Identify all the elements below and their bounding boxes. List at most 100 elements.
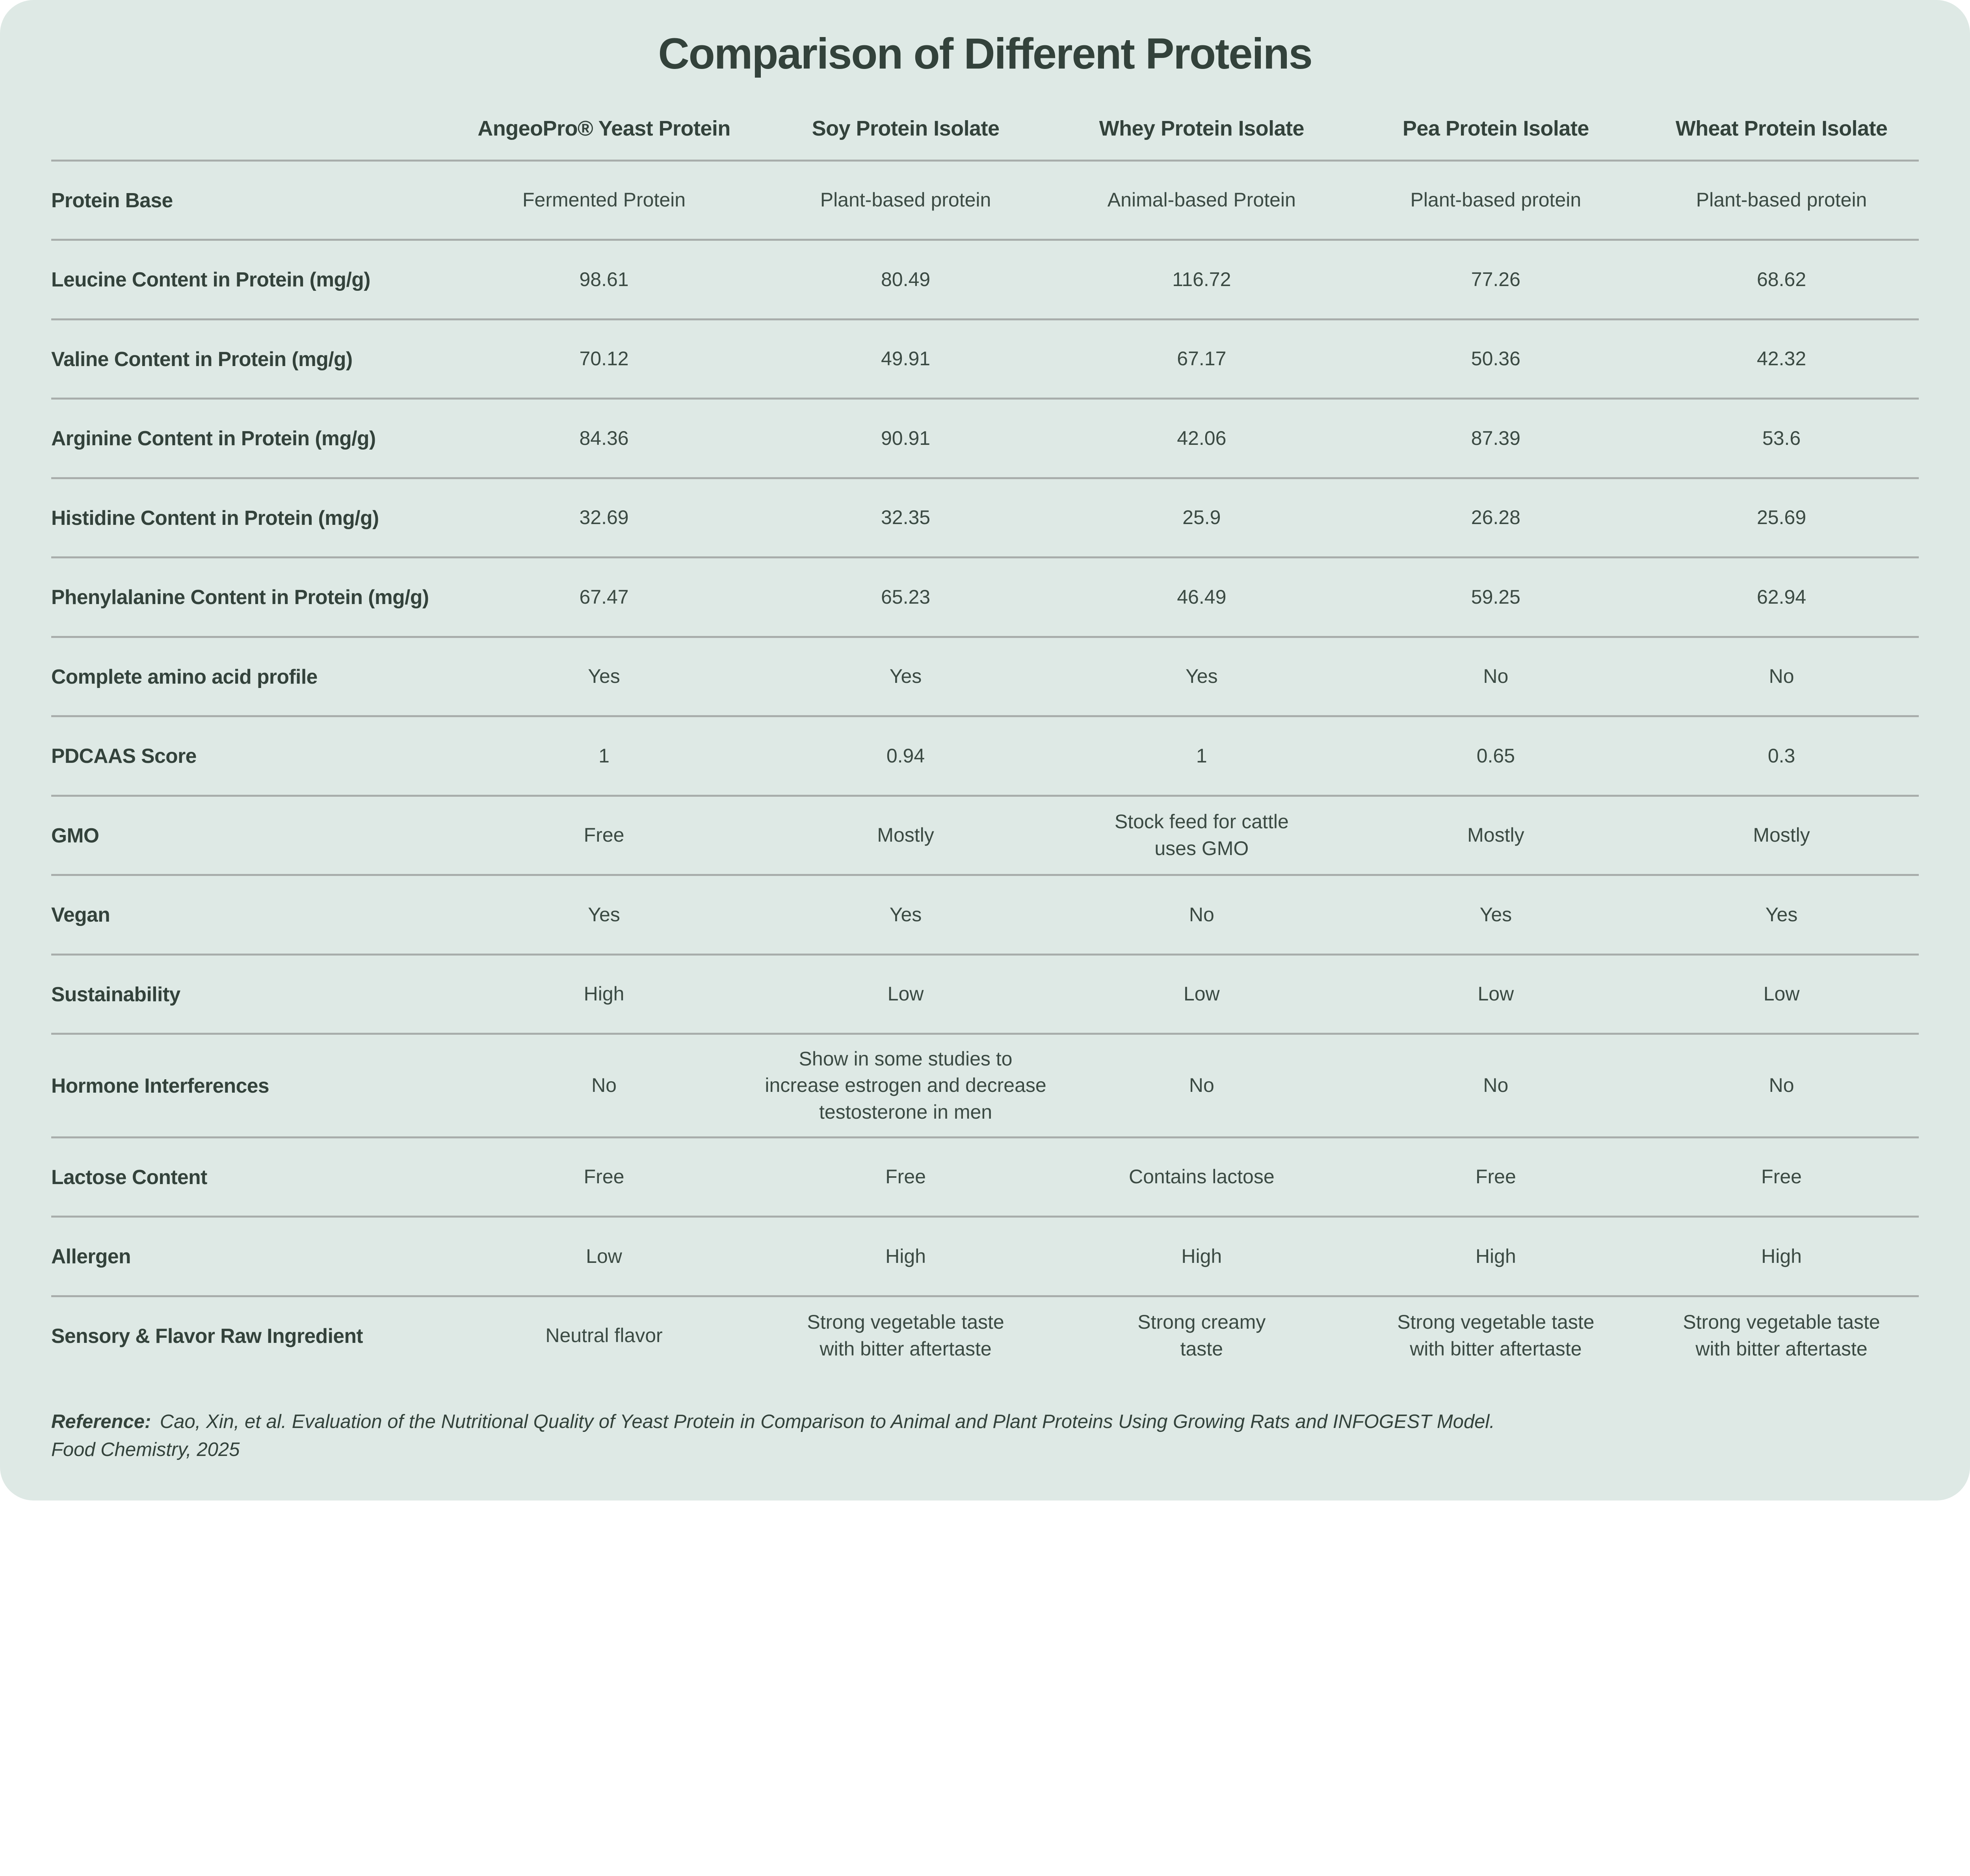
cell: Low (1763, 983, 1800, 1005)
cell: 1 (1196, 744, 1207, 767)
cell: 46.49 (1177, 586, 1227, 608)
cell: High (1475, 1245, 1516, 1267)
cell: Show in some studies to increase estroge… (765, 1047, 1046, 1123)
cell: 62.94 (1757, 586, 1806, 608)
row-label: Sustainability (51, 982, 180, 1006)
cell: 25.9 (1182, 506, 1221, 528)
cell: Low (887, 983, 924, 1005)
cell: 68.62 (1757, 268, 1806, 290)
table-row: Allergen Low High High High High (51, 1218, 1919, 1297)
row-label: Allergen (51, 1245, 131, 1268)
cell: Plant-based protein (820, 189, 991, 211)
row-label: Leucine Content in Protein (mg/g) (51, 268, 370, 291)
cell: No (1769, 1074, 1794, 1096)
cell: No (1769, 665, 1794, 687)
cell: 59.25 (1471, 586, 1520, 608)
cell: Low (586, 1245, 622, 1267)
cell: 50.36 (1471, 348, 1520, 370)
cell: 65.23 (881, 586, 931, 608)
table-row: Protein Base Fermented Protein Plant-based… (51, 162, 1919, 241)
cell: No (1483, 1074, 1509, 1096)
column-header: Whey Protein Isolate (1099, 117, 1305, 140)
table-row: GMO Free Mostly Stock feed for cattle uses … (51, 797, 1919, 876)
cell: 49.91 (881, 348, 931, 370)
cell: Mostly (1467, 824, 1524, 846)
reference-label: Reference (51, 1411, 145, 1432)
row-label: Sensory & Flavor Raw Ingredient (51, 1324, 363, 1347)
comparison-table: AngeoPro® Yeast Protein Soy Protein Isola… (51, 79, 1919, 1375)
cell: 1 (598, 744, 610, 767)
cell: Mostly (877, 824, 934, 846)
table-header-row: AngeoPro® Yeast Protein Soy Protein Isola… (51, 79, 1919, 162)
cell: No (1483, 665, 1509, 687)
cell: No (1189, 1074, 1214, 1096)
cell: 80.49 (881, 268, 931, 290)
cell: Fermented Protein (522, 189, 686, 211)
cell: Free (885, 1166, 926, 1188)
cell: Yes (1186, 665, 1218, 687)
reference-colon: : (144, 1411, 151, 1432)
cell: 0.94 (886, 744, 925, 767)
column-header: Soy Protein Isolate (812, 117, 1000, 140)
table-row: Complete amino acid profile Yes Yes Yes No No (51, 638, 1919, 717)
table-row: Lactose Content Free Free Contains lactose F… (51, 1138, 1919, 1218)
cell: 84.36 (579, 427, 629, 449)
cell: 67.17 (1177, 348, 1227, 370)
row-label: Complete amino acid profile (51, 665, 318, 688)
cell: 67.47 (579, 586, 629, 608)
cell: 53.6 (1762, 427, 1801, 449)
cell: 0.3 (1767, 744, 1795, 767)
table-row: Sustainability High Low Low Low Low (51, 956, 1919, 1035)
row-label: Valine Content in Protein (mg/g) (51, 347, 353, 370)
row-label: Vegan (51, 903, 110, 926)
cell: 116.72 (1172, 268, 1231, 290)
cell: High (584, 983, 624, 1005)
row-label: Protein Base (51, 188, 173, 212)
cell: Yes (588, 903, 620, 926)
cell: 0.65 (1476, 744, 1515, 767)
cell: Yes (588, 665, 620, 687)
table-row: Phenylalanine Content in Protein (mg/g) 6… (51, 558, 1919, 638)
cell: 87.39 (1471, 427, 1520, 449)
cell: Yes (1479, 903, 1512, 926)
cell: Strong vegetable taste with bitter after… (1397, 1311, 1595, 1360)
cell: 26.28 (1471, 506, 1520, 528)
cell: Yes (889, 665, 922, 687)
reference-text: Cao, Xin, et al. Evaluation of the Nutri… (51, 1411, 1495, 1461)
cell: High (885, 1245, 926, 1267)
cell: Neutral flavor (545, 1324, 663, 1346)
cell: Contains lactose (1128, 1166, 1275, 1188)
cell: Yes (1765, 903, 1798, 926)
cell: 32.35 (881, 506, 931, 528)
table-row: Histidine Content in Protein (mg/g) 32.69… (51, 479, 1919, 558)
cell: No (1189, 903, 1214, 926)
cell: Free (1475, 1166, 1516, 1188)
row-label: Arginine Content in Protein (mg/g) (51, 427, 376, 450)
column-header: AngeoPro® Yeast Protein (478, 117, 730, 140)
cell: 77.26 (1471, 268, 1520, 290)
cell: Animal-based Protein (1107, 189, 1296, 211)
column-header: Wheat Protein Isolate (1675, 117, 1888, 140)
comparison-card: Comparison of Different Proteins AngeoPr… (0, 0, 1970, 1500)
cell: High (1761, 1245, 1802, 1267)
cell: Strong vegetable taste with bitter after… (1683, 1311, 1880, 1360)
cell: Plant-based protein (1696, 189, 1867, 211)
table-row: Valine Content in Protein (mg/g) 70.12 49.… (51, 320, 1919, 400)
table-body: Protein Base Fermented Protein Plant-based… (51, 162, 1919, 1375)
cell: 32.69 (579, 506, 629, 528)
cell: Free (584, 1166, 624, 1188)
cell: High (1181, 1245, 1222, 1267)
table-row: Arginine Content in Protein (mg/g) 84.36 9… (51, 400, 1919, 479)
cell: Strong vegetable taste with bitter after… (807, 1311, 1004, 1360)
cell: Low (1478, 983, 1514, 1005)
cell: Low (1183, 983, 1220, 1005)
table-row: Leucine Content in Protein (mg/g) 98.61 80… (51, 241, 1919, 320)
cell: 70.12 (579, 348, 629, 370)
cell: Yes (889, 903, 922, 926)
row-label: PDCAAS Score (51, 744, 197, 768)
column-header: Pea Protein Isolate (1402, 117, 1589, 140)
cell: Plant-based protein (1410, 189, 1582, 211)
row-label: Histidine Content in Protein (mg/g) (51, 506, 379, 529)
table-row: PDCAAS Score 1 0.94 1 0.65 0.3 (51, 717, 1919, 797)
page-title: Comparison of Different Proteins (658, 29, 1312, 78)
